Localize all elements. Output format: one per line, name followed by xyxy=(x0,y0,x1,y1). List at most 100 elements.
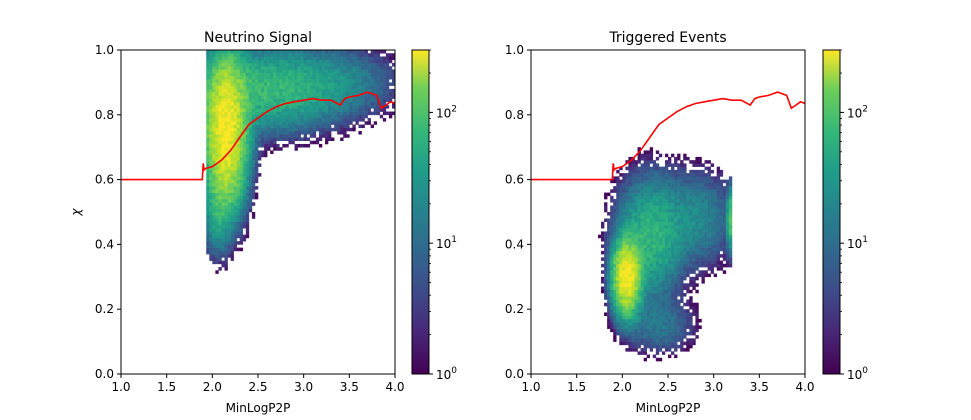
heatmap-cell xyxy=(212,143,216,148)
heatmap-cell xyxy=(300,131,304,135)
heatmap-cell xyxy=(628,250,632,255)
heatmap-cell xyxy=(631,202,635,206)
heatmap-cell xyxy=(233,137,237,142)
heatmap-cell xyxy=(625,267,629,271)
heatmap-cell xyxy=(671,289,675,294)
heatmap-cell xyxy=(379,56,384,61)
heatmap-cell xyxy=(686,224,690,229)
heatmap-cell xyxy=(692,267,696,271)
heatmap-cell xyxy=(251,179,256,184)
heatmap-cell xyxy=(668,247,672,252)
heatmap-cell xyxy=(364,108,368,112)
heatmap-cell xyxy=(358,53,362,57)
heatmap-cell xyxy=(245,228,250,232)
heatmap-cell xyxy=(218,82,222,86)
heatmap-cell xyxy=(619,325,623,329)
heatmap-cell xyxy=(209,212,213,216)
heatmap-cell xyxy=(628,176,632,180)
heatmap-cell xyxy=(725,195,730,200)
heatmap-cell xyxy=(230,121,234,125)
heatmap-cell xyxy=(646,254,651,258)
heatmap-cell xyxy=(713,189,718,193)
heatmap-cell xyxy=(221,218,225,223)
heatmap-cell xyxy=(254,59,259,64)
heatmap-cell xyxy=(346,62,350,67)
heatmap-cell xyxy=(671,224,675,229)
heatmap-cell xyxy=(233,160,237,164)
heatmap-cell xyxy=(303,131,308,135)
heatmap-cell xyxy=(218,215,222,219)
heatmap-cell xyxy=(318,143,323,148)
heatmap-cell xyxy=(683,267,687,271)
heatmap-cell xyxy=(370,79,374,83)
heatmap-cell xyxy=(655,344,660,349)
heatmap-cell xyxy=(689,328,693,333)
heatmap-cell xyxy=(270,111,274,116)
heatmap-cell xyxy=(227,208,231,213)
heatmap-cell xyxy=(622,257,626,261)
heatmap-cell xyxy=(664,302,669,307)
heatmap-cell xyxy=(695,302,699,307)
heatmap-cell xyxy=(619,328,623,333)
heatmap-cell xyxy=(625,338,629,342)
heatmap-cell xyxy=(230,75,234,80)
heatmap-cell xyxy=(361,105,365,109)
heatmap-cell xyxy=(212,92,216,96)
heatmap-cell xyxy=(309,131,314,135)
heatmap-cell xyxy=(658,195,663,200)
heatmap-cell xyxy=(661,335,666,339)
heatmap-cell xyxy=(725,257,730,261)
heatmap-cell xyxy=(331,75,335,80)
heatmap-cell xyxy=(337,50,341,54)
heatmap-cell xyxy=(236,169,241,174)
heatmap-cell xyxy=(261,134,265,138)
heatmap-cell xyxy=(261,108,265,112)
heatmap-cell xyxy=(391,111,396,116)
heatmap-cell xyxy=(212,140,216,145)
heatmap-cell xyxy=(616,212,620,216)
heatmap-cell xyxy=(385,62,390,67)
heatmap-cell xyxy=(607,325,611,329)
heatmap-cell xyxy=(610,228,614,232)
heatmap-cell xyxy=(674,160,678,164)
heatmap-cell xyxy=(619,257,623,261)
heatmap-cell xyxy=(695,228,699,232)
heatmap-cell xyxy=(649,160,654,164)
heatmap-cell xyxy=(689,169,693,174)
heatmap-cell xyxy=(604,270,608,274)
heatmap-cell xyxy=(658,189,663,193)
heatmap-cell xyxy=(695,267,699,271)
heatmap-cell xyxy=(206,59,210,64)
heatmap-cell xyxy=(716,195,721,200)
heatmap-cell xyxy=(625,234,629,239)
heatmap-cell xyxy=(227,244,231,248)
heatmap-cell xyxy=(695,273,699,278)
heatmap-cell xyxy=(303,59,308,64)
heatmap-cell xyxy=(276,50,280,54)
heatmap-cell xyxy=(221,153,225,158)
heatmap-cell xyxy=(652,322,657,326)
heatmap-cell xyxy=(619,218,623,223)
heatmap-cell xyxy=(658,208,663,213)
heatmap-cell xyxy=(212,62,216,67)
heatmap-cell xyxy=(671,237,675,242)
heatmap-cell xyxy=(619,296,623,300)
heatmap-cell xyxy=(668,299,672,304)
heatmap-cell xyxy=(661,305,666,310)
heatmap-cell xyxy=(716,224,721,229)
heatmap-cell xyxy=(643,166,647,171)
heatmap-cell xyxy=(680,305,684,310)
heatmap-cell xyxy=(233,127,237,132)
heatmap-cell xyxy=(291,140,295,145)
heatmap-cell xyxy=(324,118,329,122)
heatmap-cell xyxy=(230,124,234,129)
heatmap-cell xyxy=(343,82,347,86)
heatmap-cell xyxy=(628,186,632,190)
heatmap-cell xyxy=(637,156,641,161)
heatmap-cell xyxy=(242,189,247,193)
heatmap-cell xyxy=(373,98,378,103)
heatmap-cell xyxy=(613,263,617,268)
heatmap-cell xyxy=(276,137,280,142)
heatmap-cell xyxy=(649,241,654,245)
heatmap-cell xyxy=(616,205,620,210)
